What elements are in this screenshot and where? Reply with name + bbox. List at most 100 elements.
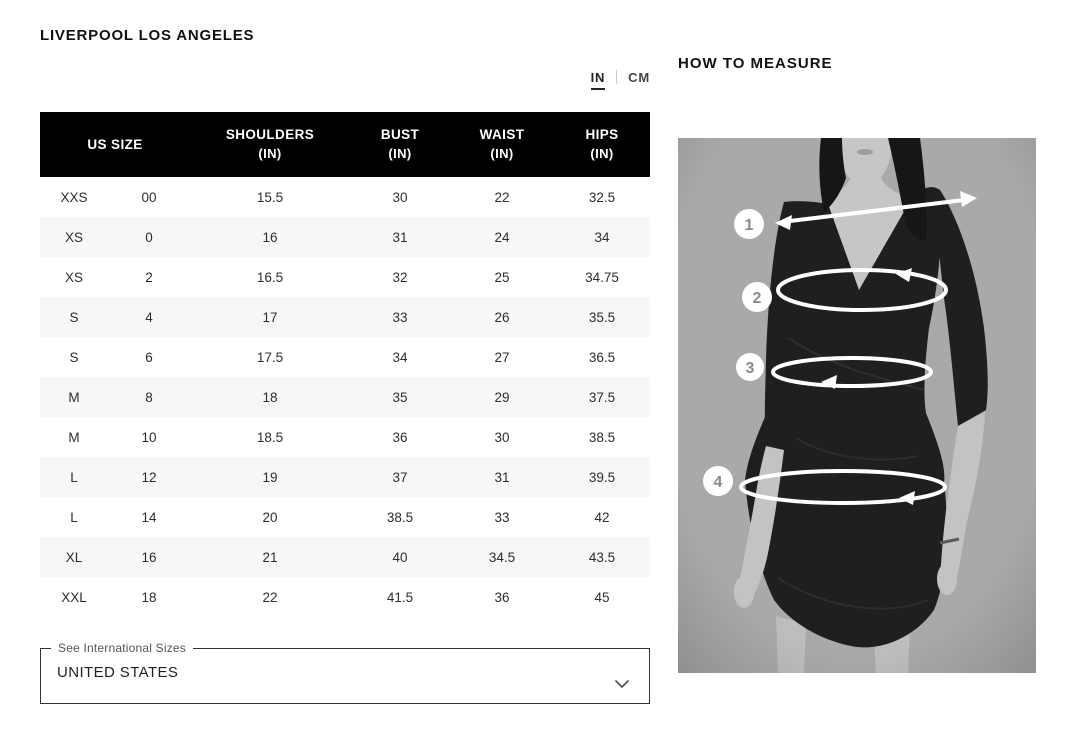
table-cell: 12 — [141, 469, 157, 485]
col-header-unit: (IN) — [490, 145, 514, 161]
table-row: XS 2 16.5 32 25 34.75 — [40, 257, 650, 297]
table-cell: 36 — [494, 589, 510, 605]
table-cell: M — [68, 429, 80, 445]
table-cell: 18 — [262, 389, 278, 405]
marker-3-number: 3 — [746, 360, 755, 377]
col-header-label: SHOULDERS — [225, 127, 315, 143]
table-cell: 34 — [392, 349, 408, 365]
table-row: XL 16 21 40 34.5 43.5 — [40, 537, 650, 577]
table-cell: 20 — [262, 509, 278, 525]
table-cell: 37.5 — [588, 389, 616, 405]
table-cell: 32 — [392, 269, 408, 285]
table-row: M 10 18.5 36 30 38.5 — [40, 417, 650, 457]
table-cell: 32.5 — [588, 189, 616, 205]
table-cell: 33 — [494, 509, 510, 525]
table-cell: 39.5 — [588, 469, 616, 485]
table-cell: 45 — [594, 589, 610, 605]
table-row: S 6 17.5 34 27 36.5 — [40, 337, 650, 377]
size-table-header: US SIZE SHOULDERS (IN) BUST (IN) WAIST (… — [40, 112, 650, 177]
table-cell: 24 — [494, 229, 510, 245]
col-header-shoulders: SHOULDERS (IN) — [190, 112, 350, 177]
table-cell: 30 — [392, 189, 408, 205]
table-cell: 34 — [594, 229, 610, 245]
col-header-unit: (IN) — [258, 145, 282, 161]
table-row: M 8 18 35 29 37.5 — [40, 377, 650, 417]
table-cell: 17 — [262, 309, 278, 325]
international-sizes-select[interactable]: See International Sizes UNITED STATES — [40, 641, 650, 704]
marker-4-number: 4 — [714, 474, 723, 491]
waist-measure-ellipse — [771, 356, 933, 388]
table-cell: XS — [64, 269, 83, 285]
bust-measure-ellipse — [776, 268, 948, 312]
marker-2-number: 2 — [753, 290, 762, 307]
table-cell: 31 — [494, 469, 510, 485]
marker-2-circle — [742, 282, 772, 312]
table-cell: 37 — [392, 469, 408, 485]
table-cell: 29 — [494, 389, 510, 405]
table-cell: 25 — [494, 269, 510, 285]
brand-title: LIVERPOOL LOS ANGELES — [40, 27, 255, 44]
table-cell: 16 — [262, 229, 278, 245]
hips-measure-ellipse — [739, 469, 947, 505]
table-cell: 43.5 — [588, 549, 616, 565]
table-cell: 30 — [494, 429, 510, 445]
table-row: XXL 18 22 41.5 36 45 — [40, 577, 650, 617]
table-cell: 31 — [392, 229, 408, 245]
table-cell: 42 — [594, 509, 610, 525]
photo-vignette — [678, 138, 1036, 673]
table-cell: S — [69, 349, 79, 365]
table-cell: XXL — [61, 589, 87, 605]
table-cell: 22 — [494, 189, 510, 205]
table-cell: 35 — [392, 389, 408, 405]
table-cell: 33 — [392, 309, 408, 325]
table-cell: 36.5 — [588, 349, 616, 365]
unit-in-button[interactable]: IN — [590, 70, 606, 90]
table-cell: L — [70, 509, 78, 525]
table-cell: 00 — [141, 189, 157, 205]
table-cell: 34.75 — [585, 269, 619, 285]
table-cell: 35.5 — [588, 309, 616, 325]
table-row: XXS 00 15.5 30 22 32.5 — [40, 177, 650, 217]
table-cell: 22 — [262, 589, 278, 605]
table-cell: XXS — [60, 189, 88, 205]
table-cell: 16 — [141, 549, 157, 565]
table-cell: 40 — [392, 549, 408, 565]
international-sizes-label: See International Sizes — [58, 641, 187, 655]
table-cell: 36 — [392, 429, 408, 445]
table-cell: 14 — [141, 509, 157, 525]
table-row: L 14 20 38.5 33 42 — [40, 497, 650, 537]
table-cell: 2 — [145, 269, 153, 285]
table-cell: 8 — [145, 389, 153, 405]
table-cell: 0 — [145, 229, 153, 245]
table-cell: 34.5 — [488, 549, 516, 565]
table-cell: XL — [65, 549, 83, 565]
table-row: L 12 19 37 31 39.5 — [40, 457, 650, 497]
table-cell: L — [70, 469, 78, 485]
marker-4-circle — [703, 466, 733, 496]
table-cell: 38.5 — [588, 429, 616, 445]
table-row: XS 0 16 31 24 34 — [40, 217, 650, 257]
table-cell: 18.5 — [256, 429, 284, 445]
table-cell: 6 — [145, 349, 153, 365]
table-cell: 18 — [141, 589, 157, 605]
table-cell: 26 — [494, 309, 510, 325]
size-table-body: XXS 00 15.5 30 22 32.5 XS 0 16 31 24 34 XS 2 16.5 32 25 3… — [40, 177, 650, 617]
marker-1-circle — [734, 209, 764, 239]
unit-cm-button[interactable]: CM — [628, 70, 650, 85]
table-cell: 16.5 — [256, 269, 284, 285]
col-header-label: HIPS — [585, 127, 619, 143]
size-table: US SIZE SHOULDERS (IN) BUST (IN) WAIST (… — [40, 112, 650, 617]
table-cell: 15.5 — [256, 189, 284, 205]
table-cell: 38.5 — [386, 509, 414, 525]
col-header-unit: (IN) — [590, 145, 614, 161]
table-cell: 19 — [262, 469, 278, 485]
table-cell: 21 — [262, 549, 278, 565]
shoulder-measure-line — [788, 198, 966, 223]
table-cell: S — [69, 309, 79, 325]
measure-markers: 1 2 3 4 — [703, 209, 772, 496]
col-header-bust: BUST (IN) — [350, 112, 450, 177]
marker-1-number: 1 — [745, 217, 754, 234]
table-cell: M — [68, 389, 80, 405]
table-row: S 4 17 33 26 35.5 — [40, 297, 650, 337]
